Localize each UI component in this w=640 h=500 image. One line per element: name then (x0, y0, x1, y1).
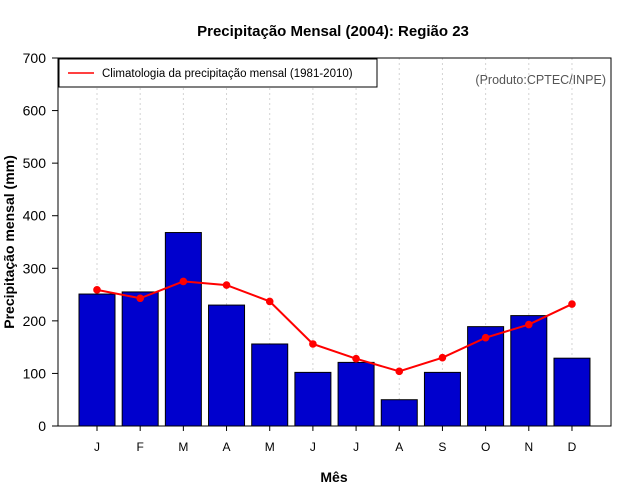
bar-1 (78, 293, 116, 427)
climatology-point-7 (352, 354, 360, 363)
plot-frame (57, 57, 612, 427)
x-tick-label: J (94, 440, 100, 454)
bar-series (78, 232, 591, 427)
climatology-point-9 (438, 353, 447, 362)
x-tick-label: S (438, 440, 446, 454)
climatology-series (93, 277, 576, 376)
y-axis: 0 100 200 300 400 500 600 700 (23, 50, 58, 434)
x-tick-label: A (223, 440, 231, 454)
y-tick-label: 100 (23, 365, 47, 381)
bar-7 (337, 361, 375, 427)
y-tick-label: 500 (23, 155, 47, 171)
climatology-point-4 (222, 281, 231, 289)
x-tick-label: D (568, 440, 577, 454)
y-tick-label: 300 (23, 260, 47, 276)
climatology-line (96, 280, 573, 373)
chart-title: Precipitação Mensal (2004): Região 23 (197, 23, 469, 40)
climatology-point-1 (93, 286, 101, 294)
climatology-point-10 (481, 333, 490, 342)
x-axis-label: Mês (320, 469, 347, 485)
x-tick-label: M (178, 440, 188, 454)
x-tick-label: J (310, 440, 316, 454)
legend-box (58, 58, 378, 88)
y-tick-label: 400 (23, 208, 47, 224)
y-tick-label: 700 (23, 50, 47, 66)
x-tick-label: A (395, 440, 403, 454)
y-tick-label: 200 (23, 313, 47, 329)
bar-2 (121, 291, 159, 427)
climatology-point-3 (179, 277, 188, 286)
climatology-point-2 (136, 294, 144, 303)
climatology-point-12 (568, 300, 576, 308)
bar-3 (164, 232, 202, 427)
bar-6 (294, 371, 332, 427)
legend: Climatologia da precipitação mensal (198… (58, 58, 378, 88)
y-tick-label: 0 (38, 418, 46, 434)
x-tick-label: N (524, 440, 533, 454)
x-tick-label: J (353, 440, 359, 454)
bar-5 (251, 343, 289, 427)
source-annotation: (Produto:CPTEC/INPE) (475, 73, 606, 87)
x-tick-label: M (265, 440, 275, 454)
legend-label: Climatologia da precipitação mensal (198… (102, 68, 353, 80)
x-tick-label: F (137, 440, 144, 454)
climatology-point-6 (309, 340, 317, 348)
bar-10 (467, 326, 505, 427)
bar-12 (553, 357, 591, 427)
x-tick-label: O (481, 440, 490, 454)
bar-9 (423, 371, 461, 427)
y-axis-label: Precipitação mensal (mm) (1, 155, 17, 329)
y-tick-label: 600 (23, 103, 47, 119)
climatology-point-8 (395, 367, 404, 376)
bar-11 (510, 315, 548, 427)
climatology-point-11 (525, 320, 533, 329)
bar-4 (208, 304, 246, 427)
climatology-point-5 (265, 297, 274, 306)
bar-8 (380, 399, 418, 427)
